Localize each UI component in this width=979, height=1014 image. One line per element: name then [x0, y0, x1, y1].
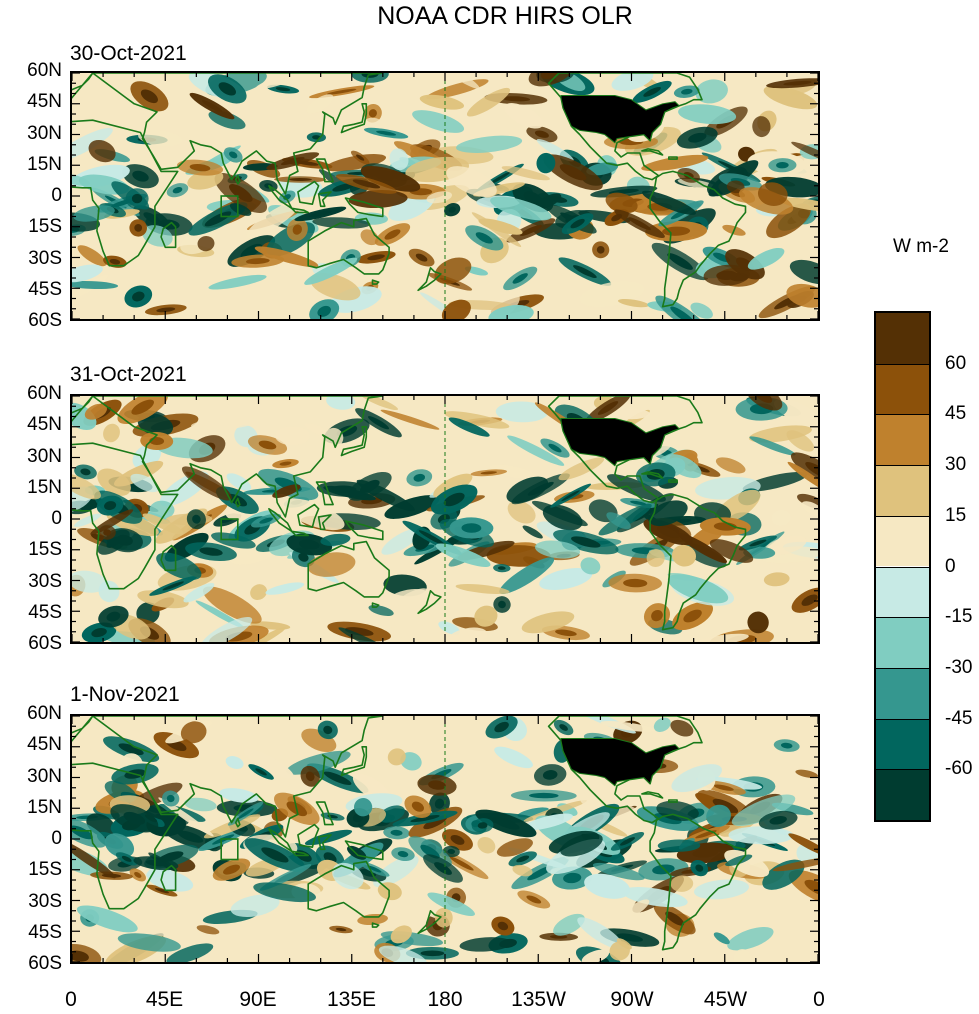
lon-tick-label: 90W — [610, 988, 654, 1011]
coastlines — [72, 396, 747, 631]
panel-date-3: 1-Nov-2021 — [70, 683, 180, 706]
lat-tick-label: 30N — [27, 122, 62, 144]
usa-filled-region — [560, 418, 681, 467]
lat-tick-label: 15S — [28, 859, 62, 881]
colorbar-tick-label: -45 — [945, 707, 973, 729]
lat-tick-label: 30N — [27, 765, 62, 787]
colorbar-swatch — [876, 566, 929, 618]
lat-tick-label: 15N — [27, 796, 62, 818]
colorbar-swatch — [876, 465, 929, 516]
lat-tick-label: 45S — [28, 921, 62, 943]
lat-tick-label: 15S — [28, 539, 62, 561]
colorbar — [874, 311, 931, 822]
map-ticks — [72, 73, 818, 319]
lon-tick-label: 135W — [511, 988, 566, 1011]
lon-tick-label: 0 — [813, 988, 825, 1011]
panel-date-1: 30-Oct-2021 — [70, 42, 187, 65]
lat-tick-label: 15S — [28, 216, 62, 238]
lat-tick-label: 60N — [27, 383, 62, 404]
olr-anomaly-field — [72, 716, 818, 962]
usa-filled-region — [560, 738, 681, 787]
usa-filled-region — [560, 95, 681, 144]
lat-tick-label: 45N — [27, 91, 62, 113]
lat-tick-label: 60S — [28, 633, 62, 654]
colorbar-swatch — [876, 667, 929, 719]
colorbar-tick-label: 15 — [945, 504, 967, 526]
map-ticks — [72, 716, 818, 962]
lat-tick-label: 60N — [27, 703, 62, 724]
olr-anomaly-field — [72, 396, 818, 642]
lat-tick-label: 0 — [51, 828, 62, 849]
olr-anomaly-field — [72, 73, 818, 319]
colorbar-swatch — [876, 515, 929, 567]
colorbar-swatch — [876, 313, 929, 364]
lat-tick-label: 45S — [28, 278, 62, 300]
colorbar-tick-label: 60 — [945, 352, 967, 374]
region-box — [220, 838, 239, 861]
colorbar-tick-label: 30 — [945, 454, 967, 476]
lon-tick-label: 135E — [326, 988, 377, 1011]
region-box — [220, 518, 239, 541]
lon-tick-label: 45E — [145, 988, 184, 1011]
lon-tick-label: 90E — [239, 988, 277, 1011]
olr-anomaly-map-2 — [72, 396, 818, 642]
lon-tick-label: 45W — [703, 988, 748, 1011]
colorbar-units: W m-2 — [893, 236, 949, 257]
lat-tick-label: 45S — [28, 601, 62, 623]
colorbar-tick-label: 45 — [945, 403, 967, 425]
colorbar-tick-label: -30 — [945, 656, 973, 678]
lon-tick-label: 180 — [427, 988, 463, 1011]
lat-tick-label: 30N — [27, 445, 62, 467]
lat-tick-label: 60S — [28, 310, 62, 331]
map-panel-1 — [70, 71, 820, 321]
olr-anomaly-map-3 — [72, 716, 818, 962]
lat-tick-label: 45N — [27, 734, 62, 756]
lat-tick-label: 60N — [27, 60, 62, 81]
lat-tick-label: 60S — [28, 953, 62, 974]
lat-tick-label: 45N — [27, 414, 62, 436]
lat-tick-label: 0 — [51, 508, 62, 529]
lat-tick-label: 15N — [27, 153, 62, 175]
colorbar-tick-label: -15 — [945, 606, 973, 628]
figure-title: NOAA CDR HIRS OLR — [377, 2, 633, 30]
lon-tick-label: 0 — [65, 988, 77, 1011]
map-panel-3 — [70, 714, 820, 964]
panel-date-2: 31-Oct-2021 — [70, 363, 187, 386]
lat-tick-label: 0 — [51, 185, 62, 206]
map-ticks — [72, 396, 818, 642]
colorbar-tick-label: 0 — [945, 555, 956, 577]
lat-tick-label: 30S — [28, 570, 62, 592]
colorbar-swatch — [876, 414, 929, 466]
olr-anomaly-map-1 — [72, 73, 818, 319]
lat-tick-label: 15N — [27, 476, 62, 498]
lat-tick-label: 30S — [28, 247, 62, 269]
colorbar-swatch — [876, 617, 929, 668]
map-panel-2 — [70, 394, 820, 644]
lat-tick-label: 30S — [28, 890, 62, 912]
coastlines — [72, 73, 747, 308]
colorbar-swatch — [876, 769, 929, 820]
coastlines — [72, 716, 747, 951]
region-box — [220, 195, 239, 218]
colorbar-swatch — [876, 718, 929, 770]
colorbar-tick-label: -60 — [945, 758, 973, 780]
colorbar-swatch — [876, 363, 929, 415]
